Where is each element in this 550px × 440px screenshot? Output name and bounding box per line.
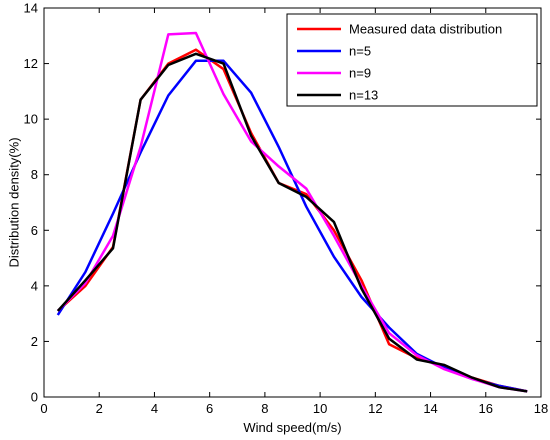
x-tick-label: 14 (423, 401, 437, 416)
y-axis-label: Distribution density(%) (7, 137, 22, 267)
legend-entry: n=9 (349, 66, 371, 81)
x-tick-label: 16 (479, 401, 493, 416)
tick-marks (43, 7, 542, 398)
x-tick-label: 18 (534, 401, 548, 416)
series-lines (56, 31, 528, 393)
x-tick-label: 6 (206, 401, 213, 416)
series-line-3 (56, 52, 528, 393)
x-tick-label: 10 (313, 401, 327, 416)
x-tick-label: 4 (151, 401, 158, 416)
y-tick-label: 8 (31, 167, 38, 182)
y-tick-label: 14 (24, 1, 38, 16)
x-tick-label: 0 (40, 401, 47, 416)
y-tick-label: 10 (24, 112, 38, 127)
y-tick-label: 2 (31, 334, 38, 349)
y-tick-label: 6 (31, 223, 38, 238)
legend-entry: n=5 (349, 44, 371, 59)
tick-labels: 0 2 4 6 8 10 12 14 16 18 0 2 4 6 8 10 12 14 (24, 1, 549, 417)
x-tick-label: 2 (96, 401, 103, 416)
series-line-2 (56, 31, 528, 393)
x-tick-label: 12 (368, 401, 382, 416)
legend-entry: n=13 (349, 88, 378, 103)
legend-entry: Measured data distribution (349, 22, 502, 37)
y-tick-label: 4 (31, 278, 38, 293)
x-axis-label: Wind speed(m/s) (243, 420, 341, 435)
y-tick-label: 12 (24, 56, 38, 71)
x-tick-label: 8 (261, 401, 268, 416)
legend: Measured data distribution n=5 n=9 n=13 (286, 13, 538, 107)
y-tick-label: 0 (31, 390, 38, 405)
